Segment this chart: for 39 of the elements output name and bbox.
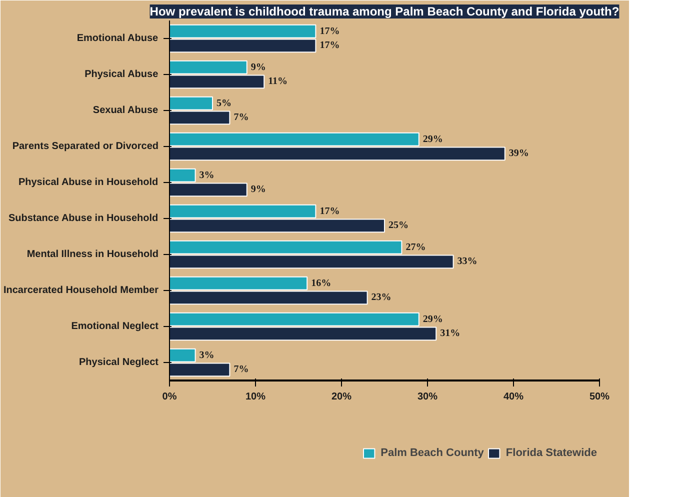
y-tick-label: Physical Neglect (79, 357, 160, 368)
y-tick-label: Emotional Neglect (71, 321, 160, 332)
data-label: 17% (320, 40, 340, 52)
chart-title: How prevalent is childhood trauma among Palm Beach County and Florida youth? (150, 4, 620, 18)
data-label: 5% (216, 98, 232, 109)
data-label: 16% (311, 278, 332, 289)
x-tick-label: 30% (417, 392, 438, 402)
x-tick-label: 10% (245, 392, 266, 402)
y-tick-label: Mental Illness in Household (26, 249, 159, 260)
legend-label: Florida Statewide (506, 447, 597, 459)
data-label: 23% (371, 292, 392, 304)
x-tick-label: 0% (162, 392, 177, 402)
data-label: 7% (234, 364, 249, 376)
data-label: 9% (250, 184, 266, 196)
y-tick-label: Physical Abuse (84, 69, 159, 80)
data-label: 17% (320, 26, 340, 37)
data-label: 3% (199, 350, 214, 361)
y-tick-label: Emotional Abuse (76, 33, 159, 44)
data-label: 39% (508, 148, 529, 160)
data-label: 3% (199, 170, 214, 181)
data-label: 29% (422, 134, 443, 145)
x-tick-label: 20% (331, 392, 352, 402)
y-tick-label: Sexual Abuse (92, 105, 159, 116)
y-tick-label: Parents Separated or Divorced (12, 141, 159, 152)
data-label: 7% (234, 112, 249, 124)
data-label: 27% (406, 242, 426, 253)
data-label: 29% (422, 314, 443, 325)
data-label: 11% (268, 76, 288, 88)
x-tick-label: 50% (589, 392, 610, 402)
data-label: 33% (457, 256, 478, 268)
y-tick-label: Incarcerated Household Member (3, 285, 159, 296)
y-tick-label: Physical Abuse in Household (18, 177, 158, 188)
data-label: 17% (320, 206, 340, 217)
data-label: 31% (440, 328, 460, 340)
x-tick-label: 40% (503, 392, 524, 402)
data-label: 9% (250, 62, 266, 73)
y-tick-label: Substance Abuse in Household (8, 213, 158, 224)
data-label: 25% (388, 220, 408, 232)
legend-label: Palm Beach County (380, 447, 484, 459)
